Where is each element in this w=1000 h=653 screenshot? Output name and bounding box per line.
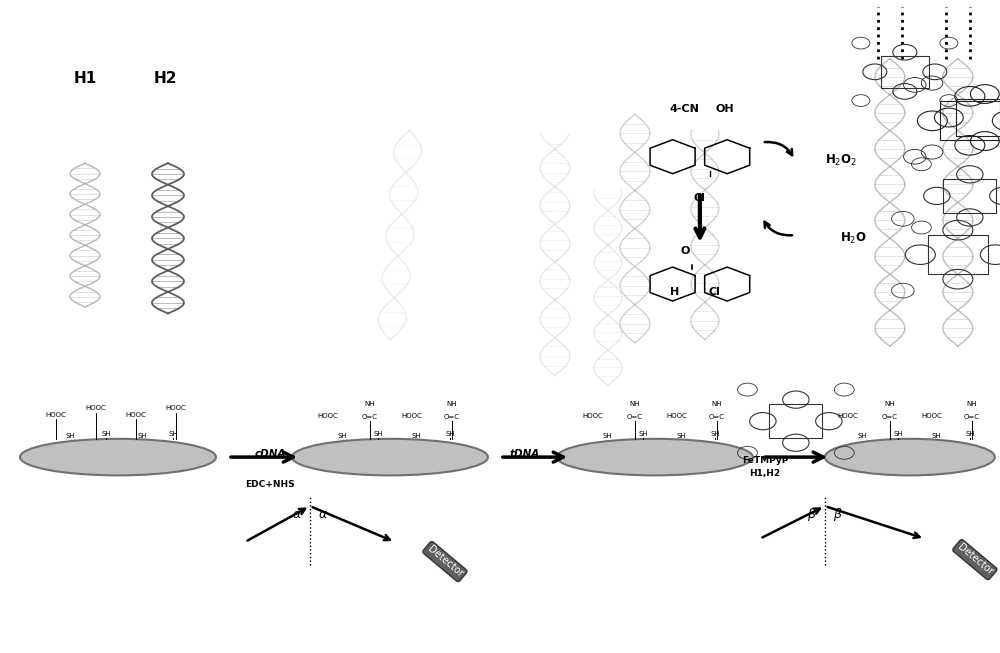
Text: SH: SH xyxy=(710,431,720,438)
Text: HOOC: HOOC xyxy=(667,413,687,419)
Text: O=C: O=C xyxy=(709,414,725,421)
Text: SH: SH xyxy=(445,431,455,438)
Text: SH: SH xyxy=(893,431,903,438)
Ellipse shape xyxy=(557,439,753,475)
Text: SH: SH xyxy=(638,431,648,438)
Text: HOOC: HOOC xyxy=(86,405,106,411)
Text: FeTMPyP: FeTMPyP xyxy=(742,456,788,465)
Bar xyxy=(956,99,1000,136)
Text: Detector: Detector xyxy=(955,542,994,577)
Text: HOOC: HOOC xyxy=(837,413,858,419)
Text: H: H xyxy=(670,287,680,297)
Text: Cl: Cl xyxy=(709,287,721,297)
Bar xyxy=(928,235,988,274)
Text: O=C: O=C xyxy=(882,414,898,421)
Text: SH: SH xyxy=(65,432,75,439)
Text: H$_2$O: H$_2$O xyxy=(840,231,867,246)
Text: O=C: O=C xyxy=(964,414,980,421)
Text: OH: OH xyxy=(716,104,734,114)
Text: $\alpha$: $\alpha$ xyxy=(292,508,302,521)
Text: HOOC: HOOC xyxy=(583,413,603,419)
Bar xyxy=(769,404,822,438)
Text: SH: SH xyxy=(602,432,612,439)
Text: EDC+NHS: EDC+NHS xyxy=(245,480,295,489)
Text: $\beta$: $\beta$ xyxy=(807,506,817,523)
Text: SH: SH xyxy=(857,432,867,439)
Text: HOOC: HOOC xyxy=(126,411,146,418)
Text: O: O xyxy=(680,246,690,257)
Text: H1,H2: H1,H2 xyxy=(749,469,780,478)
Text: $\beta$: $\beta$ xyxy=(833,506,843,523)
Ellipse shape xyxy=(20,439,216,475)
Text: HOOC: HOOC xyxy=(921,413,942,419)
Ellipse shape xyxy=(825,439,995,475)
Text: SH: SH xyxy=(676,432,686,439)
Text: SH: SH xyxy=(101,431,111,438)
Text: HOOC: HOOC xyxy=(318,413,338,419)
Text: SH: SH xyxy=(168,431,178,438)
Bar xyxy=(940,101,1000,140)
Text: SH: SH xyxy=(965,431,975,438)
Text: tDNA: tDNA xyxy=(510,449,540,459)
Text: cDNA: cDNA xyxy=(254,449,286,459)
Text: NH: NH xyxy=(712,401,722,407)
Text: NH: NH xyxy=(967,401,977,407)
Text: Detector: Detector xyxy=(425,544,464,579)
Text: O=C: O=C xyxy=(444,414,460,421)
Text: SH: SH xyxy=(337,432,347,439)
Text: NH: NH xyxy=(365,401,375,407)
Text: NH: NH xyxy=(630,401,640,407)
Text: HOOC: HOOC xyxy=(402,413,422,419)
Text: H$_2$O$_2$: H$_2$O$_2$ xyxy=(825,152,857,168)
Text: NH: NH xyxy=(885,401,895,407)
Text: O=C: O=C xyxy=(627,414,643,421)
Text: HOOC: HOOC xyxy=(46,411,66,418)
Ellipse shape xyxy=(292,439,488,475)
Bar xyxy=(881,56,929,88)
Text: Cl: Cl xyxy=(694,193,706,202)
Text: H1: H1 xyxy=(73,71,97,86)
Text: NH: NH xyxy=(447,401,457,407)
Text: O=C: O=C xyxy=(362,414,378,421)
Bar xyxy=(943,179,996,213)
Text: $\alpha$: $\alpha$ xyxy=(318,508,328,521)
Text: SH: SH xyxy=(137,432,147,439)
Text: SH: SH xyxy=(373,431,383,438)
Text: HOOC: HOOC xyxy=(166,405,186,411)
Text: H2: H2 xyxy=(153,71,177,86)
Text: SH: SH xyxy=(411,432,421,439)
Text: 4-CN: 4-CN xyxy=(670,104,700,114)
Text: SH: SH xyxy=(931,432,941,439)
